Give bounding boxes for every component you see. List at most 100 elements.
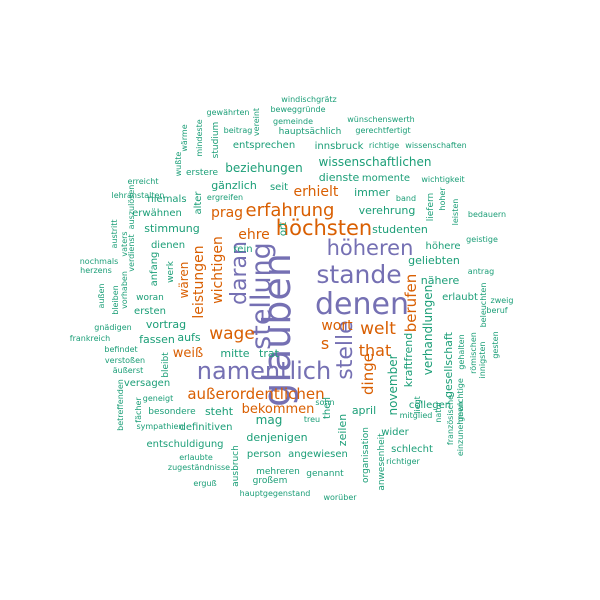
word: erhielt	[294, 184, 339, 200]
word: kraftfrend	[402, 333, 415, 388]
word: zeilen	[336, 414, 349, 446]
word: dienen	[151, 240, 185, 251]
word: innigsten	[478, 342, 487, 379]
word: erlaubte	[179, 453, 213, 462]
word: organisation	[361, 427, 371, 483]
word: stellung	[246, 242, 277, 350]
word: außerordentlichen	[187, 385, 324, 403]
word: ersten	[134, 306, 166, 317]
word: fächer	[134, 397, 143, 423]
word: werk	[166, 260, 176, 283]
word: worüber	[323, 493, 357, 502]
word: höchsten	[276, 216, 372, 240]
word: vortrag	[146, 318, 186, 331]
word: gesellschaft	[442, 331, 455, 398]
word: denen	[315, 287, 409, 322]
word: außen	[97, 283, 106, 308]
word: theil	[322, 397, 333, 419]
word: entsprechen	[233, 140, 295, 151]
word: erwähnen	[132, 208, 182, 219]
word: definitiven	[179, 422, 232, 433]
word: richtiger	[386, 457, 420, 466]
word: mag	[256, 413, 283, 427]
word: hoher	[438, 187, 447, 211]
word: erlaubt	[442, 292, 478, 303]
word: niemals	[147, 194, 186, 205]
word: zweig	[491, 296, 514, 305]
word: vereint	[252, 108, 261, 136]
word: höhere	[426, 241, 461, 252]
word: stimmung	[144, 222, 199, 235]
word: liefern	[426, 193, 436, 222]
word: geneigt	[143, 394, 173, 403]
word: studium	[211, 122, 221, 159]
word: wußte	[174, 152, 183, 177]
word: römischen	[469, 332, 478, 374]
word: gehalten	[457, 334, 466, 369]
word: woran	[136, 293, 164, 303]
word: hauptgegenstand	[240, 489, 311, 498]
word: verehrung	[359, 204, 416, 217]
word: befindet	[104, 345, 137, 354]
word: höheren	[327, 236, 414, 260]
word: herzens	[80, 266, 112, 275]
word: wissenschaftlichen	[318, 155, 431, 169]
word: anfang	[149, 252, 160, 287]
word: geliebten	[408, 254, 460, 267]
word: erstere	[186, 168, 218, 178]
word: wort	[321, 318, 353, 334]
word: auszulösen	[127, 185, 136, 230]
word: natur	[434, 401, 443, 423]
word: prag	[211, 205, 243, 221]
word: gesten	[491, 331, 500, 358]
word: leisten	[451, 199, 460, 226]
word: dienste	[319, 171, 360, 184]
word: lehranstalten	[111, 191, 164, 200]
word: nochmals	[80, 257, 119, 266]
word: weiß	[173, 346, 203, 361]
word: gnädigen	[94, 323, 131, 332]
word: beitrag	[224, 126, 253, 135]
word: versagen	[124, 378, 170, 389]
word: liegt	[413, 396, 422, 414]
word: november	[386, 354, 400, 415]
word: studenten	[372, 223, 428, 236]
word: glauben	[255, 253, 299, 407]
word: alter	[193, 191, 204, 215]
word: verdienst	[127, 234, 136, 271]
word: mehreren	[256, 467, 300, 477]
word: steht	[205, 405, 234, 418]
word: erfahrung	[246, 200, 335, 221]
word: mitglied	[400, 411, 433, 420]
word: ergreifen	[207, 193, 243, 202]
word: wären	[177, 262, 191, 299]
word: collegen	[409, 400, 451, 411]
word: austritt	[110, 219, 119, 248]
word: gerechtfertigt	[355, 126, 410, 135]
word: wichtigkeit	[421, 175, 464, 184]
word: antrag	[468, 267, 494, 276]
word: treu	[304, 415, 320, 424]
word: beruf	[486, 306, 507, 315]
word: seit	[270, 182, 288, 193]
word: bekommen	[242, 402, 315, 417]
word: genannt	[306, 469, 344, 479]
word: innsbruck	[315, 141, 364, 152]
word: französische	[446, 395, 455, 445]
word: immer	[354, 186, 390, 199]
word: frankreich	[70, 334, 110, 343]
word: ehre	[238, 227, 270, 243]
word: zugeständnisse	[168, 463, 230, 472]
word: sympathien	[136, 422, 183, 431]
word: schlecht	[391, 444, 433, 455]
word: stande	[316, 260, 401, 289]
word: äußerst	[113, 366, 144, 375]
word: april	[352, 404, 376, 417]
word: wider	[381, 427, 409, 438]
word: besondere	[148, 407, 196, 417]
word: that	[359, 341, 392, 360]
word: verhandlungen	[421, 285, 435, 376]
word: gemeinde	[273, 117, 313, 126]
word: wünschenswerth	[347, 115, 414, 124]
word: s	[321, 334, 329, 353]
